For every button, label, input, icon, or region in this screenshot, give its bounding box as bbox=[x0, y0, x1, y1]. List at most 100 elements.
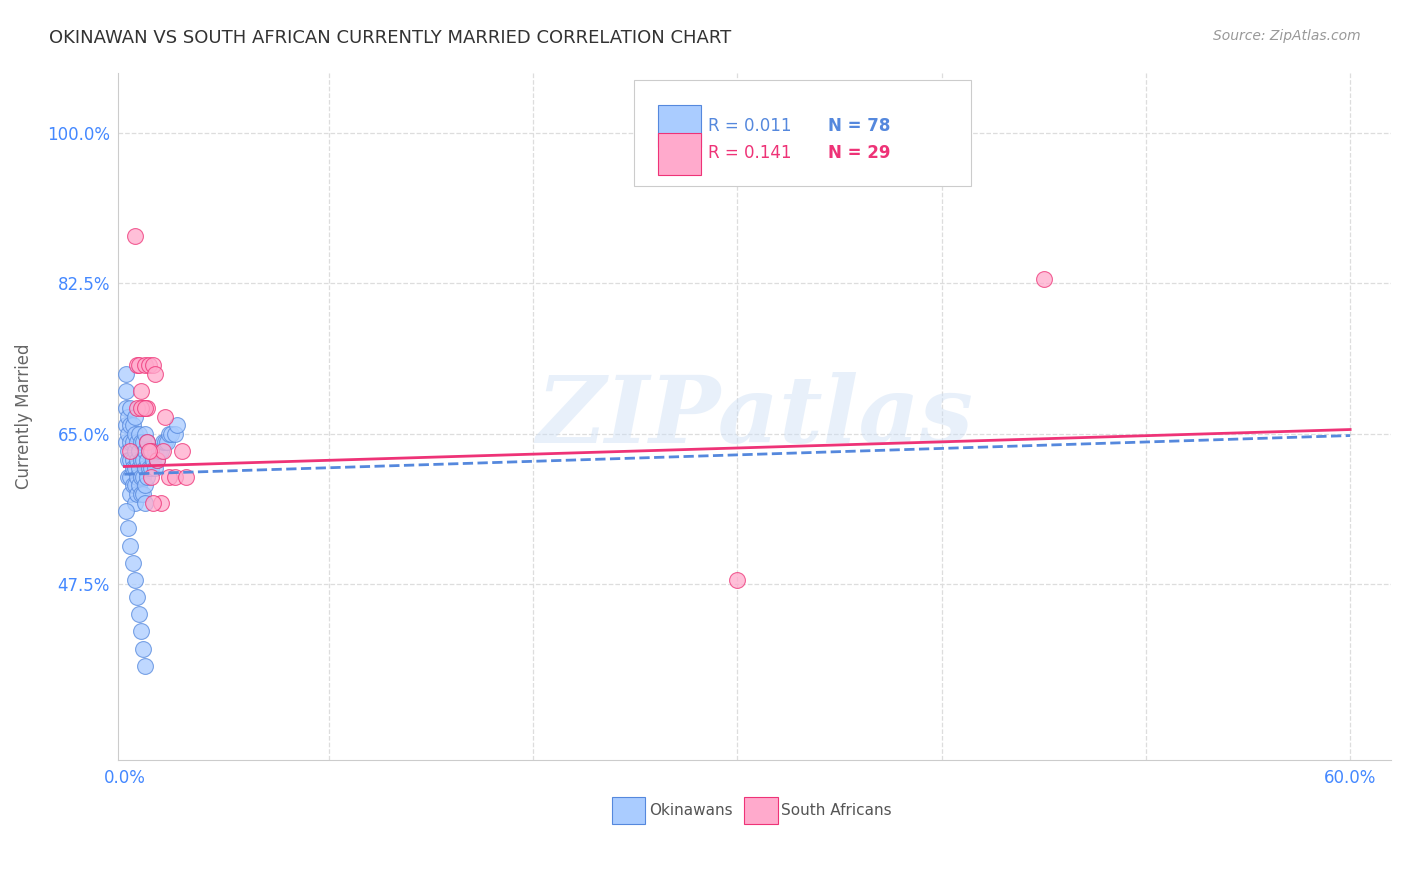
Point bbox=[143, 367, 166, 381]
Point bbox=[135, 470, 157, 484]
Point bbox=[128, 478, 150, 492]
Point bbox=[120, 487, 142, 501]
Point bbox=[146, 452, 169, 467]
Text: South Africans: South Africans bbox=[782, 803, 891, 818]
Point bbox=[129, 401, 152, 415]
Point bbox=[115, 435, 138, 450]
FancyBboxPatch shape bbox=[744, 797, 778, 823]
Point bbox=[120, 539, 142, 553]
Point bbox=[134, 495, 156, 509]
Point bbox=[165, 426, 187, 441]
Point bbox=[134, 426, 156, 441]
Point bbox=[125, 590, 148, 604]
Point bbox=[157, 426, 180, 441]
Point bbox=[132, 487, 155, 501]
Point bbox=[128, 358, 150, 372]
Point bbox=[129, 470, 152, 484]
Point bbox=[170, 444, 193, 458]
Point bbox=[120, 435, 142, 450]
Point bbox=[129, 384, 152, 398]
Point bbox=[160, 426, 183, 441]
FancyBboxPatch shape bbox=[658, 105, 702, 147]
FancyBboxPatch shape bbox=[658, 133, 702, 175]
Point bbox=[124, 573, 146, 587]
Point bbox=[128, 426, 150, 441]
Point bbox=[120, 401, 142, 415]
Point bbox=[124, 426, 146, 441]
Point bbox=[115, 384, 138, 398]
Point bbox=[125, 401, 148, 415]
Point bbox=[139, 461, 162, 475]
Point bbox=[134, 461, 156, 475]
Point bbox=[152, 444, 174, 458]
Point bbox=[120, 452, 142, 467]
Point bbox=[138, 358, 160, 372]
Point bbox=[150, 495, 173, 509]
Point bbox=[117, 521, 139, 535]
Point bbox=[120, 418, 142, 433]
Point bbox=[155, 409, 177, 424]
Point bbox=[1032, 272, 1054, 286]
Point bbox=[132, 435, 155, 450]
Point bbox=[135, 452, 157, 467]
Point bbox=[134, 478, 156, 492]
Text: N = 78: N = 78 bbox=[828, 117, 891, 135]
Text: N = 29: N = 29 bbox=[828, 145, 891, 162]
Point bbox=[142, 452, 165, 467]
Point bbox=[121, 478, 143, 492]
FancyBboxPatch shape bbox=[612, 797, 645, 823]
Point bbox=[132, 641, 155, 656]
Point bbox=[124, 444, 146, 458]
Point bbox=[129, 624, 152, 639]
Point bbox=[143, 444, 166, 458]
Point bbox=[139, 470, 162, 484]
Point bbox=[138, 444, 160, 458]
Point bbox=[148, 444, 170, 458]
Point bbox=[124, 229, 146, 244]
Point bbox=[115, 504, 138, 518]
Y-axis label: Currently Married: Currently Married bbox=[15, 344, 32, 490]
Point bbox=[142, 358, 165, 372]
Point bbox=[124, 461, 146, 475]
Point bbox=[132, 401, 155, 415]
Point bbox=[138, 461, 160, 475]
Point bbox=[138, 444, 160, 458]
Point bbox=[146, 452, 169, 467]
Point bbox=[134, 358, 156, 372]
Text: R = 0.011: R = 0.011 bbox=[707, 117, 792, 135]
Point bbox=[117, 444, 139, 458]
Point bbox=[135, 401, 157, 415]
Point bbox=[117, 470, 139, 484]
Point bbox=[117, 409, 139, 424]
Point bbox=[117, 426, 139, 441]
Point bbox=[125, 470, 148, 484]
Point bbox=[128, 444, 150, 458]
Point bbox=[125, 487, 148, 501]
Point bbox=[135, 435, 157, 450]
Point bbox=[125, 435, 148, 450]
Point bbox=[121, 452, 143, 467]
Point bbox=[150, 444, 173, 458]
Point bbox=[121, 435, 143, 450]
Point bbox=[134, 401, 156, 415]
Point bbox=[134, 444, 156, 458]
Point bbox=[120, 444, 142, 458]
Point bbox=[125, 452, 148, 467]
Point bbox=[143, 461, 166, 475]
Point bbox=[129, 487, 152, 501]
Point bbox=[120, 470, 142, 484]
Text: Okinawans: Okinawans bbox=[650, 803, 733, 818]
Text: ZIPatlas: ZIPatlas bbox=[536, 372, 973, 462]
Point bbox=[115, 367, 138, 381]
Point bbox=[129, 452, 152, 467]
Point bbox=[129, 435, 152, 450]
Point bbox=[134, 658, 156, 673]
Point bbox=[115, 418, 138, 433]
Point bbox=[135, 435, 157, 450]
Text: Source: ZipAtlas.com: Source: ZipAtlas.com bbox=[1213, 29, 1361, 43]
Point bbox=[121, 461, 143, 475]
Point bbox=[128, 461, 150, 475]
Text: OKINAWAN VS SOUTH AFRICAN CURRENTLY MARRIED CORRELATION CHART: OKINAWAN VS SOUTH AFRICAN CURRENTLY MARR… bbox=[49, 29, 731, 46]
Point bbox=[128, 607, 150, 622]
Point bbox=[139, 444, 162, 458]
